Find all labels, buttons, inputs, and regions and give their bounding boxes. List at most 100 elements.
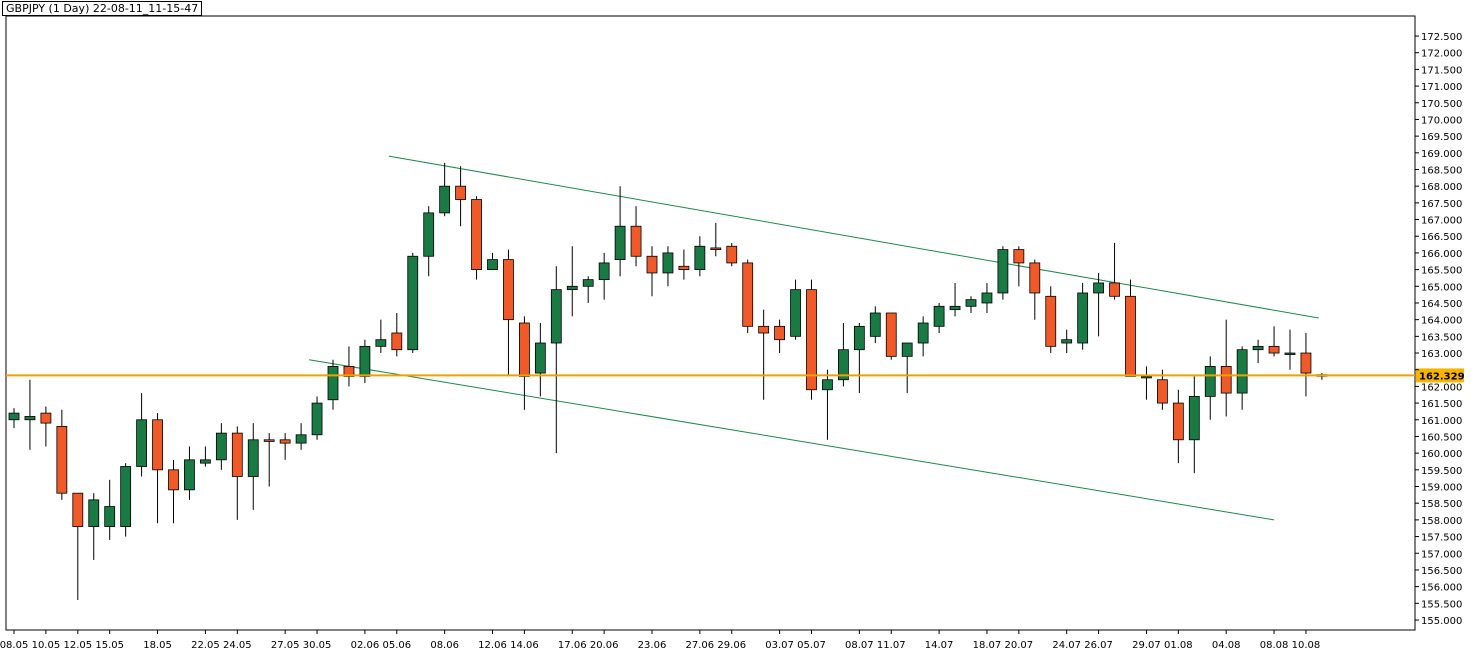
candle [471,196,482,280]
candle-body [1284,352,1296,355]
candle [1284,329,1296,370]
candle [646,246,658,297]
price-badge-label: 162.329 [1419,371,1465,382]
candle-body [550,289,562,344]
x-tick-label: 12.05 [63,640,92,651]
x-tick-label: 30.05 [303,640,332,651]
candle-body [279,439,291,444]
x-tick-label: 18.05 [143,640,172,651]
y-tick-label: 163.500 [1421,332,1462,343]
candles [8,162,1328,600]
candle-body [1093,282,1104,294]
x-tick-label: 05.07 [797,640,826,651]
candle-body [1188,396,1200,441]
x-tick-label: 04.08 [1212,640,1241,651]
x-tick-label: 26.07 [1084,640,1113,651]
candle [1077,282,1089,350]
candle-body [184,459,195,491]
y-tick-label: 156.000 [1421,583,1462,594]
y-tick-label: 171.000 [1421,82,1462,93]
x-tick-label: 10.08 [1292,640,1321,651]
x-tick-label: 08.05 [0,640,28,651]
x-tick-label: 02.06 [351,640,380,651]
y-tick-label: 165.000 [1421,282,1462,293]
y-tick-label: 168.000 [1421,182,1462,193]
candle [327,359,339,410]
x-tick-label: 12.06 [478,640,507,651]
y-tick-label: 167.000 [1421,216,1462,227]
x-tick-label: 18.07 [973,640,1002,651]
candle [1093,272,1104,337]
x-tick-label: 27.06 [686,640,715,651]
candle [678,249,690,280]
candle-body [758,325,770,334]
y-tick-label: 162.000 [1421,382,1462,393]
candle-body [997,249,1009,294]
candle [965,296,977,313]
candle [184,446,195,500]
candle-body [742,262,754,327]
candle [806,279,817,400]
candle-body [1300,352,1312,374]
y-tick-label: 163.000 [1421,349,1462,360]
candle [885,312,897,360]
candle [790,279,801,340]
x-tick-label: 05.06 [382,640,411,651]
candle [311,396,323,440]
candle-body [981,292,993,304]
candle [407,252,419,354]
y-tick-label: 169.500 [1421,132,1462,143]
candle-body [1172,402,1184,441]
candle-body [598,262,610,281]
trendline-1 [388,155,1319,319]
candle [534,323,546,397]
candle-body [933,305,945,327]
candle [1029,259,1041,320]
candle [630,206,642,267]
x-tick-label: 20.07 [1005,640,1034,651]
candle [199,446,211,467]
candle-body [199,459,211,464]
candle [869,306,881,344]
x-tick-label: 27.05 [271,640,300,651]
trendline-2 [308,359,1275,521]
candle [40,406,52,447]
y-tick-label: 160.000 [1421,449,1462,460]
candle-body [215,432,227,461]
candle [822,369,833,440]
y-tick-label: 159.000 [1421,483,1462,494]
candle [455,166,467,227]
x-tick-label: 14.06 [510,640,539,651]
candle-body [1125,295,1136,377]
candle-body [471,199,482,271]
x-tick-label: 22.05 [191,640,220,651]
y-tick-label: 158.500 [1421,499,1462,510]
candle [710,222,722,257]
y-tick-label: 164.000 [1421,316,1462,327]
y-tick-label: 155.500 [1421,599,1462,610]
candle-body [822,379,833,391]
candle [88,493,100,560]
candle-body [965,299,977,307]
x-tick-label: 03.07 [765,640,794,651]
candle-body [1109,282,1120,297]
candle [104,479,116,540]
candle [423,206,435,277]
candle [1252,339,1264,364]
candle [742,259,754,334]
candle-body [120,466,132,527]
candle [1109,242,1120,300]
candle-body [168,469,179,491]
candle-body [1029,262,1041,294]
y-tick-label: 161.500 [1421,399,1462,410]
candle-body [1204,365,1216,397]
candle [295,423,307,450]
candle-body [614,225,626,260]
trendlines [308,155,1319,521]
x-tick-label: 14.07 [925,640,954,651]
candle-body [901,342,913,357]
y-tick-label: 165.500 [1421,266,1462,277]
y-tick-label: 171.500 [1421,65,1462,76]
